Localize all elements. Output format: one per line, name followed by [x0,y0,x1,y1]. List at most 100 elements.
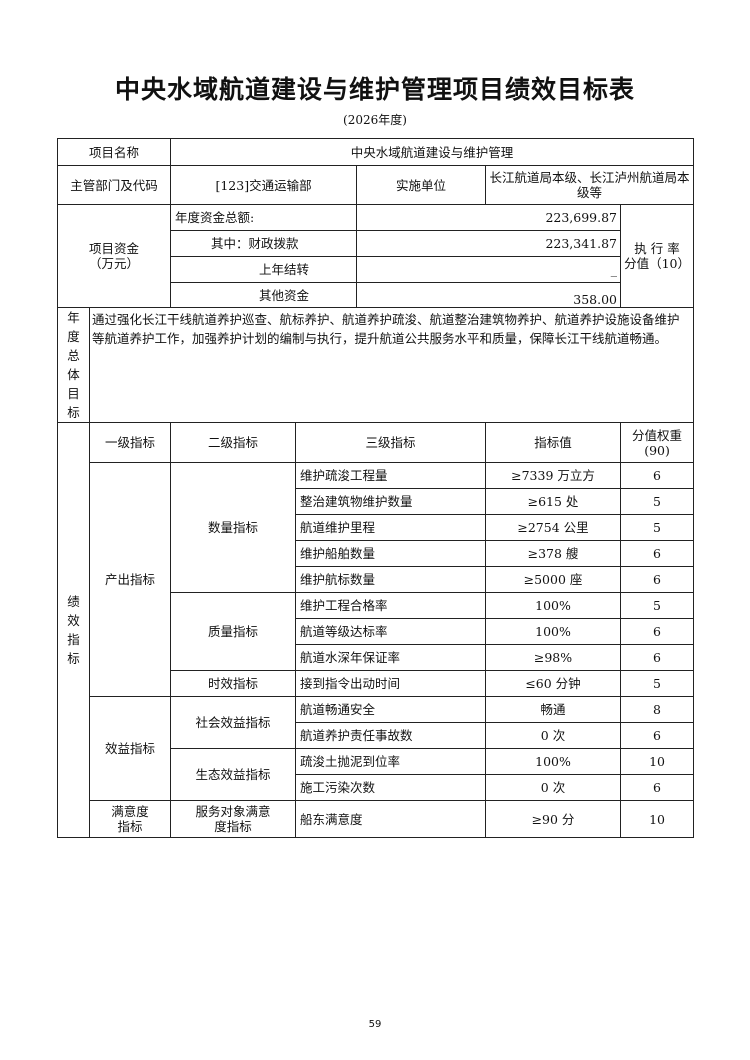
indicator-value: ≤60 分钟 [485,670,622,697]
level3-cell: 疏浚土抛泥到位率 [295,748,487,775]
dept-label: 主管部门及代码 [56,165,172,205]
rate-label-line2: 分值（10） [624,256,690,271]
execution-rate-label: 执 行 率分值（10） [620,204,695,308]
level3-cell: 整治建筑物维护数量 [295,488,487,515]
funds-label: 项目资金 （万元） [56,204,172,308]
goal-label-text: 年度总体目标 [67,310,80,420]
funds-row-value: 223,699.87 [356,204,622,231]
header-weight-line1: 分值权重 [632,427,683,443]
project-name-label: 项目名称 [56,138,172,166]
level3-cell: 航道等级达标率 [295,618,487,645]
funds-row-value: 358.00 [356,282,622,308]
indicator-weight: 8 [620,696,695,723]
funds-label-line2: （万元） [89,256,140,271]
level2-cell: 生态效益指标 [170,748,297,801]
level1-cell: 产出指标 [88,462,172,697]
rate-label-line1: 执 行 率 [634,241,680,256]
indicator-weight: 6 [620,566,695,593]
funds-row-value: _ [356,256,622,283]
project-name-value: 中央水域航道建设与维护管理 [170,138,695,166]
level3-cell: 维护疏浚工程量 [295,462,487,489]
indicator-weight: 10 [620,748,695,775]
page-number: 59 [368,1019,382,1030]
header-level3: 三级指标 [295,422,487,463]
indicator-weight: 5 [620,670,695,697]
indicator-weight: 5 [620,488,695,515]
indicators-section-label: 绩效指标 [57,422,90,838]
level3-cell: 船东满意度 [295,800,487,838]
indicator-value: ≥90 分 [485,800,622,838]
indicator-value: ≥378 艘 [485,540,622,567]
indicator-row: 航道水深年保证率 ≥98% 6 [58,644,695,671]
funds-row-label: 其他资金 [170,282,358,308]
level1-cell: 满意度指标 [88,800,172,838]
funds-row-label: 其中：财政拨款 [170,230,358,257]
level3-cell: 航道水深年保证率 [295,644,487,671]
indicator-weight: 5 [620,592,695,619]
level3-cell: 施工污染次数 [295,774,487,801]
indicator-row: 航道等级达标率 100% 6 [58,618,695,645]
indicator-weight: 6 [620,618,695,645]
indicator-value: ≥615 处 [485,488,622,515]
indicator-value: ≥7339 万立方 [485,462,622,489]
indicator-row: 质量指标 维护工程合格率 100% 5 [58,592,695,671]
funds-label-line1: 项目资金 [89,241,140,256]
indicator-row: 生态效益指标 疏浚土抛泥到位率 100% 10 [58,748,695,801]
level3-cell: 维护工程合格率 [295,592,487,619]
indicator-weight: 6 [620,644,695,671]
funds-row-value: 223,341.87 [356,230,622,257]
dept-value: [123]交通运输部 [170,165,358,205]
indicator-value: 0 次 [485,774,622,801]
indicator-value: 100% [485,618,622,645]
document-year: (2026年度) [343,113,407,127]
indicator-row: 满意度指标 服务对象满意度指标 船东满意度 ≥90 分 10 [58,800,695,838]
header-weight-line2: (90) [644,442,670,458]
header-weight: 分值权重 (90) [620,422,695,463]
indicator-weight: 6 [620,462,695,489]
indicators-section-text: 绩效指标 [67,594,80,666]
indicator-value: 100% [485,592,622,619]
level3-cell: 航道畅通安全 [295,696,487,723]
level3-cell: 维护航标数量 [295,566,487,593]
indicator-weight: 10 [620,800,695,838]
indicator-value: 100% [485,748,622,775]
indicator-weight: 6 [620,722,695,749]
indicator-weight: 6 [620,540,695,567]
level2-cell: 时效指标 [170,670,297,697]
document-title: 中央水域航道建设与维护管理项目绩效目标表 [114,75,635,104]
indicator-weight: 6 [620,774,695,801]
indicator-value: 畅通 [485,696,622,723]
goal-text: 通过强化长江干线航道养护巡查、航标养护、航道养护疏浚、航道整治建筑物养护、航道养… [88,307,695,423]
indicator-value: ≥98% [485,644,622,671]
indicator-row: 时效指标 接到指令出动时间 ≤60 分钟 5 [58,670,695,697]
level3-cell: 接到指令出动时间 [295,670,487,697]
level2-cell: 社会效益指标 [170,696,297,749]
level2-cell: 服务对象满意度指标 [170,800,297,838]
funds-row-label: 年度资金总额: [170,204,358,231]
indicator-row: 效益指标 社会效益指标 航道畅通安全 畅通 8 [58,696,695,801]
level2-cell: 数量指标 [170,462,297,593]
goal-label: 年度总体目标 [57,307,90,423]
indicator-value: ≥5000 座 [485,566,622,593]
header-level1: 一级指标 [88,422,172,463]
header-value: 指标值 [485,422,622,463]
performance-target-table: 项目名称 中央水域航道建设与维护管理 主管部门及代码 [123]交通运输部 实施… [56,138,695,838]
level2-cell: 质量指标 [170,592,297,671]
indicator-value: ≥2754 公里 [485,514,622,541]
funds-row-label: 上年结转 [170,256,358,283]
indicator-row: 产出指标 数量指标 维护疏浚工程量 ≥7339 万立方 6 [58,462,695,697]
header-level2: 二级指标 [170,422,297,463]
level3-cell: 航道养护责任事故数 [295,722,487,749]
indicator-weight: 5 [620,514,695,541]
impl-value: 长江航道局本级、长江泸州航道局本级等 [485,165,695,205]
indicator-value: 0 次 [485,722,622,749]
level3-cell: 航道维护里程 [295,514,487,541]
impl-label: 实施单位 [356,165,487,205]
level3-cell: 维护船舶数量 [295,540,487,567]
level1-cell: 效益指标 [88,696,172,801]
